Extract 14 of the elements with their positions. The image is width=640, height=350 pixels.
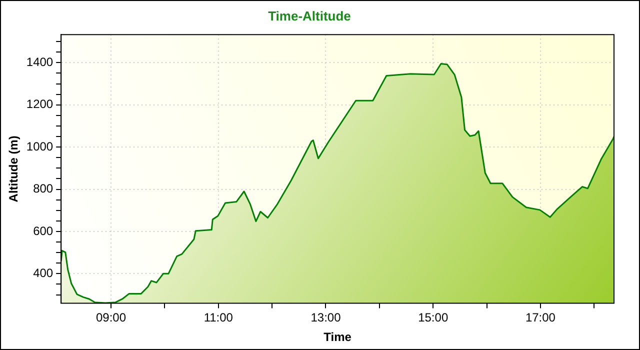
- x-tick-label: 17:00: [525, 310, 556, 325]
- x-axis-title: Time: [324, 330, 352, 344]
- y-axis-title: Altitude (m): [6, 136, 21, 202]
- y-tick-label: 800: [33, 182, 54, 196]
- y-tick-label: 600: [33, 224, 54, 238]
- y-tick-label: 1200: [26, 97, 54, 112]
- y-tick-label: 1400: [26, 54, 54, 69]
- y-tick-label: 1000: [26, 139, 54, 154]
- y-tick-label: 400: [33, 266, 54, 280]
- x-tick-label: 11:00: [204, 310, 234, 325]
- x-tick-label: 13:00: [310, 310, 342, 325]
- x-tick-label: 09:00: [96, 310, 126, 325]
- x-tick-label: 15:00: [418, 310, 448, 325]
- chart-title: Time-Altitude: [268, 8, 351, 24]
